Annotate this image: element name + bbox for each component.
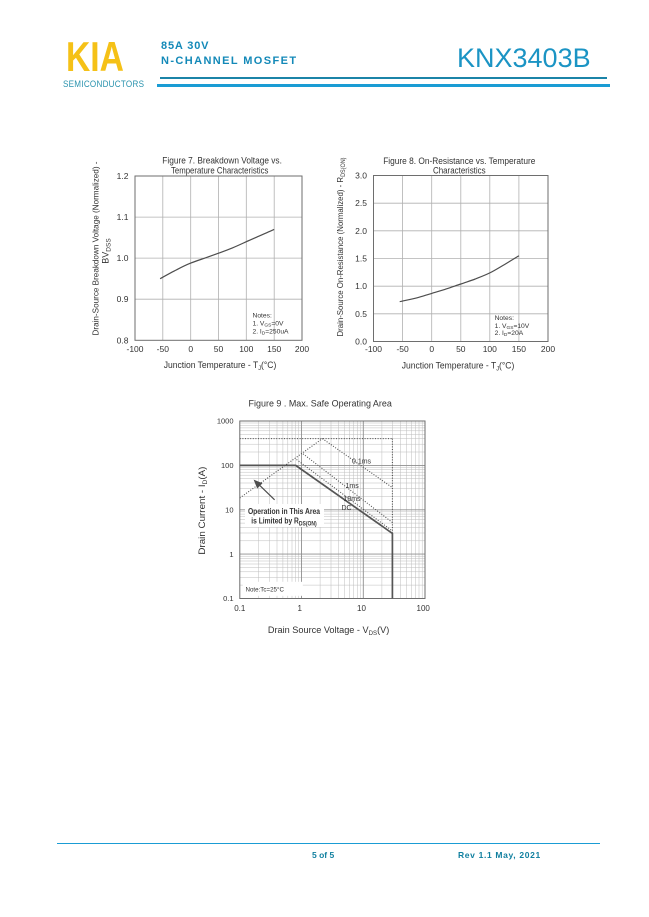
svg-text:0.5: 0.5: [355, 309, 367, 319]
svg-text:1. VGS=0V: 1. VGS=0V: [253, 321, 284, 329]
svg-text:Figure 8. On-Resistance vs. Te: Figure 8. On-Resistance vs. Temperature: [383, 156, 535, 166]
svg-text:0.9: 0.9: [117, 294, 129, 304]
svg-text:is Limited by RDS(ON): is Limited by RDS(ON): [251, 516, 317, 527]
svg-text:1.5: 1.5: [355, 254, 367, 264]
svg-text:3.0: 3.0: [355, 171, 367, 181]
svg-text:0.1: 0.1: [223, 594, 233, 603]
svg-text:0: 0: [429, 344, 434, 354]
svg-text:Drain Current - ID(A): Drain Current - ID(A): [197, 467, 209, 555]
svg-text:100: 100: [483, 344, 497, 354]
svg-text:1. VGS=10V: 1. VGS=10V: [495, 323, 530, 331]
svg-text:0.1: 0.1: [234, 604, 246, 613]
svg-text:1: 1: [229, 550, 233, 559]
svg-text:1.0: 1.0: [117, 253, 129, 263]
svg-text:-100: -100: [126, 344, 143, 354]
svg-text:10: 10: [225, 506, 233, 515]
svg-text:2.0: 2.0: [355, 226, 367, 236]
svg-text:Junction Temperature - TJ(°C): Junction Temperature - TJ(°C): [402, 361, 515, 373]
svg-text:BVDSS: BVDSS: [101, 238, 113, 264]
svg-text:2.5: 2.5: [355, 198, 367, 208]
svg-text:10ms: 10ms: [344, 496, 362, 503]
svg-text:1ms: 1ms: [346, 483, 360, 490]
svg-text:1: 1: [297, 604, 302, 613]
svg-text:-100: -100: [365, 344, 382, 354]
svg-text:Temperature Characteristics: Temperature Characteristics: [171, 166, 269, 176]
svg-text:0.0: 0.0: [355, 337, 367, 347]
svg-text:1000: 1000: [217, 417, 234, 426]
svg-text:Drain Source Voltage - VDS(V): Drain Source Voltage - V DS(V): [268, 625, 390, 637]
svg-text:-50: -50: [157, 344, 170, 354]
svg-text:1.2: 1.2: [117, 171, 129, 181]
svg-text:-50: -50: [396, 344, 409, 354]
svg-text:Drain-Source Breakdown Voltage: Drain-Source Breakdown Voltage (Normaliz…: [91, 161, 101, 335]
svg-text:100: 100: [221, 461, 234, 470]
svg-text:DC: DC: [342, 505, 352, 512]
svg-text:0: 0: [188, 344, 193, 354]
svg-text:100: 100: [239, 344, 253, 354]
svg-text:Notes:: Notes:: [495, 315, 514, 322]
svg-text:Figure 7. Breakdown Voltage vs: Figure 7. Breakdown Voltage vs.: [162, 156, 282, 166]
svg-text:200: 200: [295, 344, 309, 354]
svg-text:150: 150: [512, 344, 526, 354]
svg-text:0.1ms: 0.1ms: [352, 459, 372, 466]
svg-text:Figure 9 . Max. Safe Operating: Figure 9 . Max. Safe Operating Area: [249, 399, 392, 409]
svg-text:200: 200: [541, 344, 555, 354]
svg-text:1.1: 1.1: [117, 212, 129, 222]
svg-text:2. ID=20A: 2. ID=20A: [495, 330, 524, 338]
svg-text:Note:Tc=25°C: Note:Tc=25°C: [246, 587, 285, 594]
svg-text:Drain-Source On-Resistance (No: Drain-Source On-Resistance (Normalized) …: [335, 157, 347, 336]
svg-text:Junction Temperature - TJ(°C): Junction Temperature - TJ(°C): [164, 360, 277, 372]
svg-text:2. ID=250uA: 2. ID=250uA: [253, 328, 290, 336]
svg-text:Notes:: Notes:: [253, 312, 272, 319]
svg-text:50: 50: [456, 344, 466, 354]
svg-text:Operation in This Area: Operation in This Area: [248, 507, 321, 516]
svg-text:150: 150: [267, 344, 281, 354]
svg-text:10: 10: [357, 604, 366, 613]
svg-text:100: 100: [417, 604, 431, 613]
svg-text:1.0: 1.0: [355, 281, 367, 291]
svg-text:0.8: 0.8: [117, 335, 129, 345]
svg-text:50: 50: [214, 344, 224, 354]
svg-text:Characteristics: Characteristics: [433, 165, 486, 175]
